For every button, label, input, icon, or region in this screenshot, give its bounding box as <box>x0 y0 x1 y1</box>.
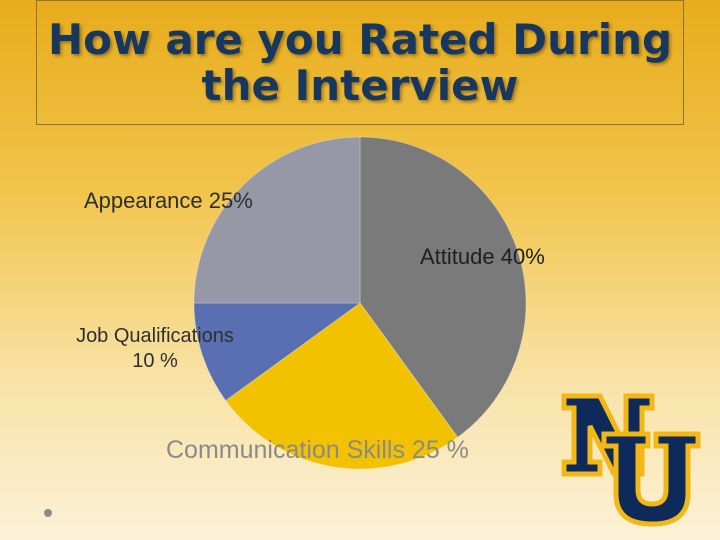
title-box: How are you Rated During the Interview <box>36 0 684 125</box>
slice-label-communication-skills: Communication Skills 25 % <box>166 436 469 464</box>
slice-label-job-qualifications: Job Qualifications 10 % <box>76 325 234 372</box>
nu-logo <box>561 393 701 527</box>
slice-label-appearance: Appearance 25% <box>84 188 253 213</box>
bullet-dot <box>44 509 52 517</box>
pie-slice-attitude <box>359 136 527 438</box>
pie-slice-appearance <box>193 136 361 304</box>
pie-slice-job-qualifications <box>193 302 362 402</box>
pie-slice-communication-skills <box>225 302 459 470</box>
slice-label-attitude: Attitude 40% <box>420 244 545 269</box>
slide-title: How are you Rated During the Interview <box>47 14 673 110</box>
